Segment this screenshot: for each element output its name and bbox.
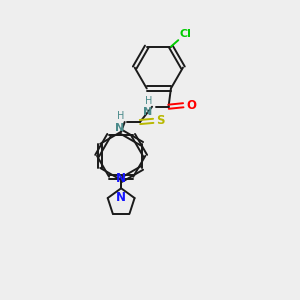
Text: N: N — [115, 123, 124, 133]
Text: O: O — [186, 99, 196, 112]
Text: N: N — [143, 107, 153, 117]
Text: N: N — [116, 190, 126, 204]
Text: Cl: Cl — [179, 29, 191, 39]
Text: S: S — [156, 114, 164, 128]
Text: H: H — [145, 95, 153, 106]
Text: H: H — [117, 111, 124, 121]
Text: N: N — [116, 172, 126, 185]
